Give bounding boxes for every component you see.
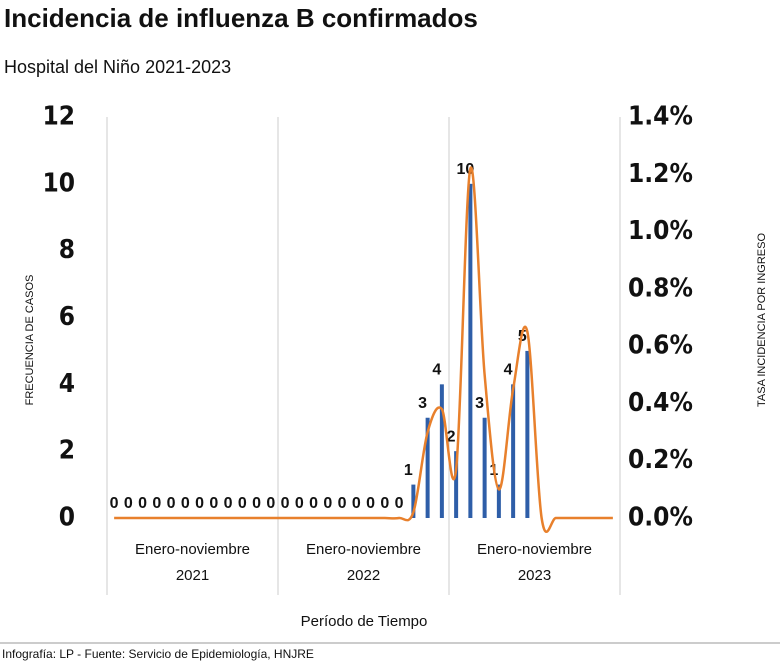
data-label: 0 (323, 495, 332, 512)
data-label: 4 (504, 362, 513, 379)
chart-subtitle: Hospital del Niño 2021-2023 (4, 57, 231, 77)
data-label: 0 (110, 495, 119, 512)
data-label: 0 (366, 495, 375, 512)
group-label: Enero-noviembre (477, 541, 592, 558)
data-label: 0 (138, 495, 147, 512)
y2-tick-label: 0.4% (628, 388, 693, 418)
data-label: 0 (295, 495, 304, 512)
data-label: 0 (252, 495, 261, 512)
bar (496, 484, 501, 518)
group-label: 2021 (176, 567, 209, 584)
data-label: 0 (352, 495, 361, 512)
group-label: 2022 (347, 567, 380, 584)
group-label: 2023 (518, 567, 551, 584)
rate-line (114, 166, 613, 534)
bar (525, 350, 530, 518)
bar (411, 484, 416, 518)
y-tick-label: 6 (59, 302, 75, 332)
y-tick-label: 4 (59, 369, 75, 399)
data-label: 1 (404, 462, 413, 479)
y-tick-label: 8 (59, 235, 75, 265)
bar (454, 451, 459, 518)
y-axis-label: FRECUENCIA DE CASOS (24, 275, 36, 406)
data-label: 0 (152, 495, 161, 512)
data-label: 0 (338, 495, 347, 512)
y2-tick-label: 0.8% (628, 273, 693, 303)
data-label: 0 (266, 495, 275, 512)
footer: Infografía: LP - Fuente: Servicio de Epi… (2, 647, 314, 661)
y-tick-label: 10 (42, 168, 75, 198)
data-label: 0 (167, 495, 176, 512)
data-label: 0 (124, 495, 133, 512)
y2-tick-label: 1.4% (628, 102, 693, 132)
data-label: 0 (309, 495, 318, 512)
chart-title: Incidencia de influenza B confirmados (4, 3, 478, 33)
data-label: 0 (380, 495, 389, 512)
bar (482, 417, 487, 518)
data-label: 0 (281, 495, 290, 512)
data-label: 0 (224, 495, 233, 512)
data-label: 0 (181, 495, 190, 512)
bar (425, 417, 430, 518)
bar (468, 183, 473, 519)
group-label: Enero-noviembre (306, 541, 421, 558)
data-label: 0 (209, 495, 218, 512)
y-tick-label: 2 (59, 436, 75, 466)
y2-tick-label: 1.0% (628, 216, 693, 246)
y2-tick-label: 0.2% (628, 445, 693, 475)
group-label: Enero-noviembre (135, 541, 250, 558)
data-label: 3 (475, 395, 484, 412)
x-axis-label: Período de Tiempo (301, 613, 428, 630)
y2-axis-label: TASA INCIDENCIA POR INGRESO (756, 233, 768, 407)
data-label: 0 (195, 495, 204, 512)
y-tick-label: 12 (42, 102, 75, 132)
data-label: 2 (447, 428, 456, 445)
data-label: 4 (432, 362, 441, 379)
data-label: 0 (395, 495, 404, 512)
data-label: 3 (418, 395, 427, 412)
data-label: 0 (238, 495, 247, 512)
bar (511, 384, 516, 518)
y2-tick-label: 1.2% (628, 159, 693, 189)
y-tick-label: 0 (59, 503, 75, 533)
y2-tick-label: 0.6% (628, 331, 693, 361)
bar (439, 384, 444, 518)
y2-tick-label: 0.0% (628, 503, 693, 533)
